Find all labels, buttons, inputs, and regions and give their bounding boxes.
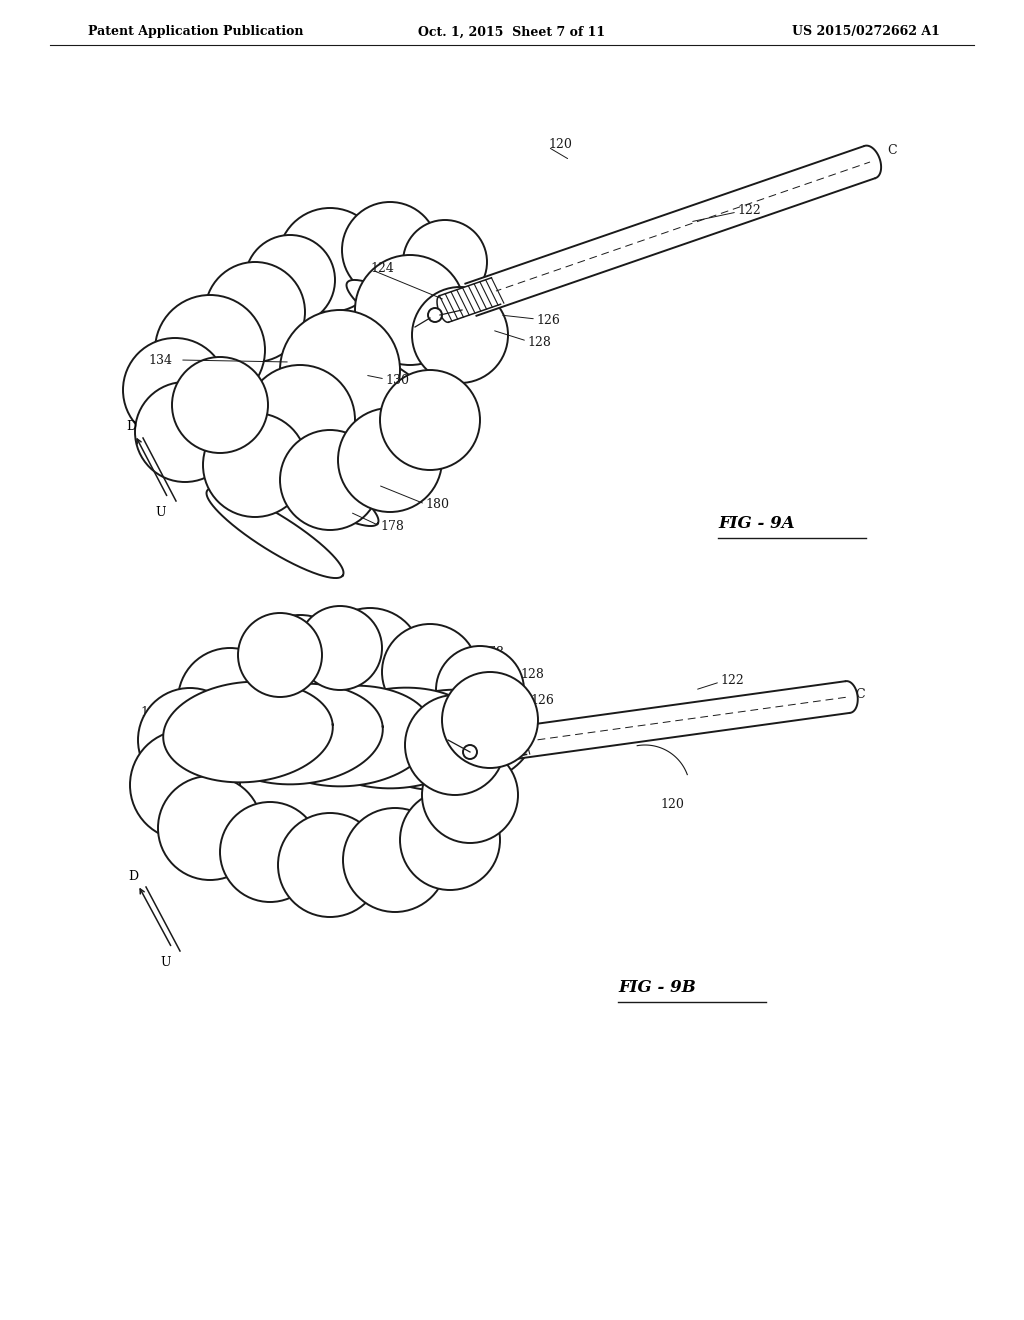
Circle shape — [178, 648, 282, 752]
Text: 126: 126 — [530, 693, 554, 706]
Polygon shape — [163, 681, 333, 783]
Circle shape — [245, 366, 355, 475]
Text: C: C — [855, 689, 864, 701]
Circle shape — [158, 776, 262, 880]
Circle shape — [406, 696, 505, 795]
Circle shape — [400, 789, 500, 890]
Circle shape — [278, 813, 382, 917]
Text: 120: 120 — [660, 799, 684, 812]
Circle shape — [412, 286, 508, 383]
Circle shape — [135, 381, 234, 482]
Circle shape — [403, 220, 487, 304]
Polygon shape — [207, 488, 343, 578]
Circle shape — [422, 747, 518, 843]
Circle shape — [280, 310, 400, 430]
Polygon shape — [313, 688, 482, 788]
Text: 134: 134 — [148, 354, 172, 367]
Circle shape — [245, 235, 335, 325]
Circle shape — [220, 803, 319, 902]
Circle shape — [355, 255, 465, 366]
Text: 120: 120 — [548, 139, 571, 152]
Polygon shape — [311, 331, 449, 422]
Circle shape — [238, 612, 322, 697]
Circle shape — [245, 615, 355, 725]
Text: D: D — [126, 421, 136, 433]
Text: US 2015/0272662 A1: US 2015/0272662 A1 — [793, 25, 940, 38]
Circle shape — [138, 688, 242, 792]
Text: D: D — [128, 870, 138, 883]
Text: FIG - 9A: FIG - 9A — [718, 515, 795, 532]
Polygon shape — [465, 147, 876, 315]
Text: C: C — [887, 144, 897, 157]
Text: 134: 134 — [140, 705, 164, 718]
Circle shape — [155, 294, 265, 405]
Text: 130: 130 — [385, 374, 409, 387]
Polygon shape — [263, 685, 433, 787]
Circle shape — [172, 356, 268, 453]
Polygon shape — [213, 684, 383, 784]
Text: 178: 178 — [480, 645, 504, 659]
Polygon shape — [276, 384, 414, 474]
Text: U: U — [160, 956, 171, 969]
Text: 126: 126 — [536, 314, 560, 326]
Circle shape — [205, 261, 305, 362]
Text: 178: 178 — [380, 520, 403, 533]
Text: 180: 180 — [425, 499, 449, 511]
Circle shape — [203, 413, 307, 517]
Polygon shape — [473, 729, 526, 762]
Polygon shape — [498, 681, 850, 760]
Polygon shape — [242, 436, 379, 527]
Circle shape — [380, 370, 480, 470]
Circle shape — [382, 624, 478, 719]
Circle shape — [130, 730, 240, 840]
Circle shape — [280, 430, 380, 531]
Text: FIG - 9B: FIG - 9B — [618, 979, 695, 997]
Polygon shape — [346, 280, 483, 370]
Circle shape — [298, 606, 382, 690]
Circle shape — [342, 202, 438, 298]
Circle shape — [436, 645, 524, 734]
Text: 130: 130 — [360, 723, 384, 737]
Circle shape — [278, 209, 382, 312]
Text: 128: 128 — [520, 668, 544, 681]
Text: Patent Application Publication: Patent Application Publication — [88, 25, 303, 38]
Text: U: U — [155, 506, 166, 519]
Circle shape — [463, 744, 477, 759]
Text: 182: 182 — [350, 622, 374, 635]
Circle shape — [123, 338, 227, 442]
Text: 124: 124 — [370, 261, 394, 275]
Circle shape — [318, 609, 422, 711]
Circle shape — [442, 672, 538, 768]
Circle shape — [343, 808, 447, 912]
Text: 122: 122 — [720, 673, 743, 686]
Text: 122: 122 — [737, 203, 761, 216]
Circle shape — [428, 308, 442, 322]
Circle shape — [338, 408, 442, 512]
Text: 124: 124 — [385, 825, 409, 838]
Text: 128: 128 — [527, 335, 551, 348]
Polygon shape — [439, 277, 501, 322]
Text: Oct. 1, 2015  Sheet 7 of 11: Oct. 1, 2015 Sheet 7 of 11 — [419, 25, 605, 38]
Polygon shape — [364, 689, 532, 791]
